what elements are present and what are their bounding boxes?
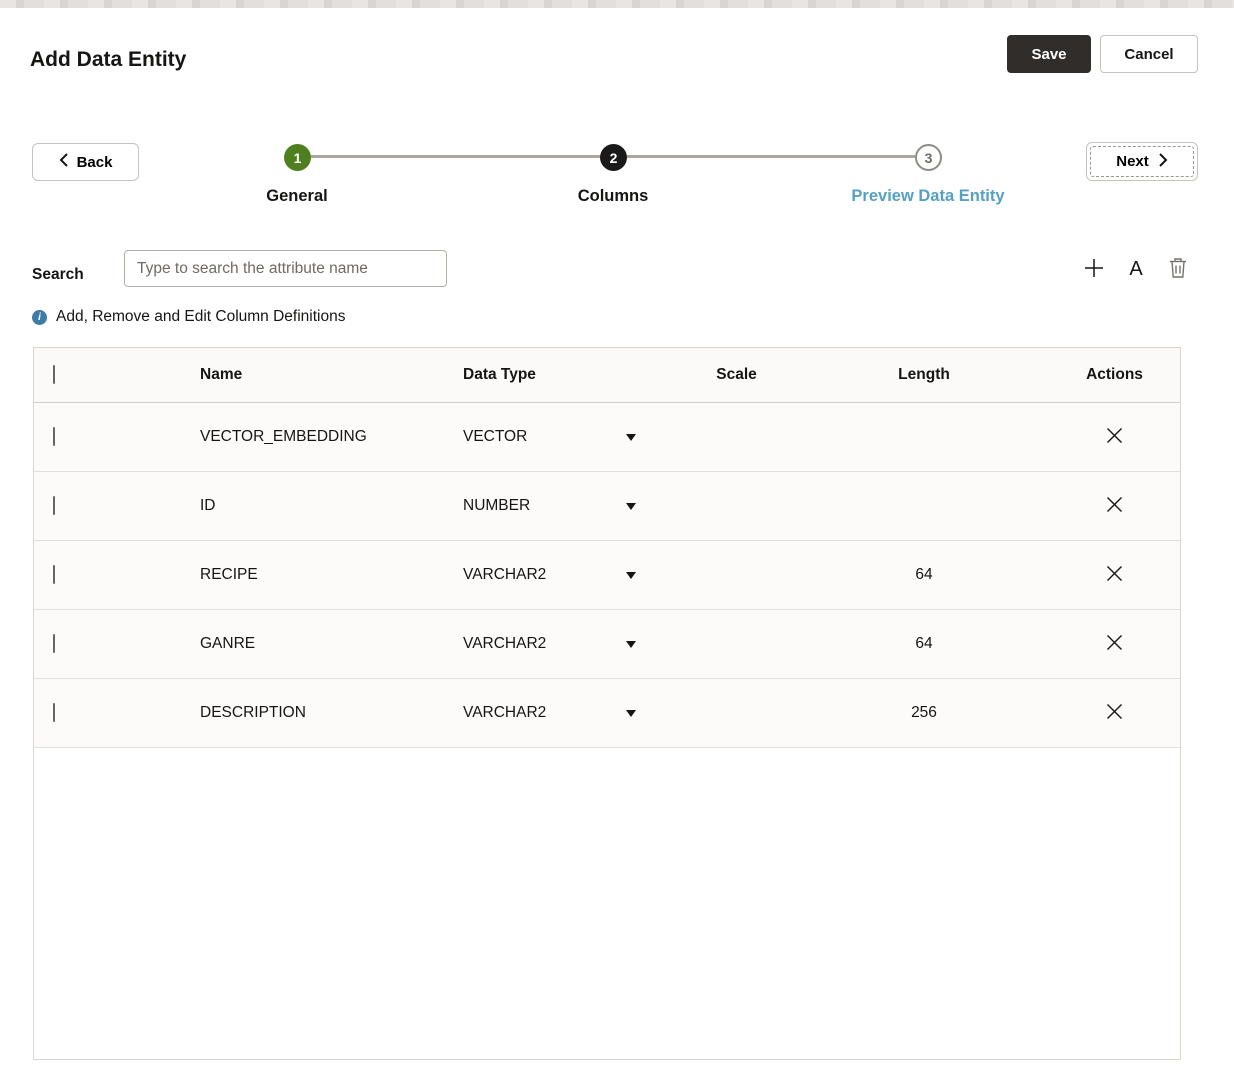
remove-row-button[interactable]: [1104, 425, 1125, 449]
length-value: 64: [915, 635, 933, 652]
trash-icon: [1168, 256, 1188, 282]
next-button[interactable]: Next: [1086, 142, 1198, 181]
chevron-down-icon: [626, 709, 636, 717]
page-title: Add Data Entity: [30, 48, 187, 71]
search-input[interactable]: [124, 250, 447, 287]
chevron-left-icon: [59, 153, 68, 171]
column-name-value: DESCRIPTION: [200, 704, 306, 721]
stepper-connector-2: [627, 155, 915, 158]
table-row: DESCRIPTION VARCHAR2 256: [34, 679, 1180, 748]
info-icon: i: [32, 309, 47, 325]
row-checkbox[interactable]: [53, 427, 55, 446]
header-data-type: Data Type: [463, 366, 536, 383]
step-general-indicator[interactable]: 1: [284, 144, 311, 171]
column-name-value: RECIPE: [200, 566, 258, 583]
data-type-select[interactable]: VECTOR: [463, 428, 674, 446]
search-label: Search: [32, 266, 84, 283]
cancel-button[interactable]: Cancel: [1100, 35, 1198, 73]
table-header-row: Name Data Type Scale Length Actions: [34, 348, 1180, 403]
data-type-select[interactable]: NUMBER: [463, 497, 674, 515]
close-icon: [1104, 563, 1125, 587]
chevron-right-icon: [1159, 152, 1168, 171]
column-name-value: ID: [200, 497, 216, 514]
data-type-value: VECTOR: [463, 428, 528, 445]
header-scale: Scale: [716, 366, 757, 383]
step-columns-label: Columns: [577, 187, 649, 205]
save-button[interactable]: Save: [1007, 35, 1091, 73]
length-value: 256: [911, 704, 937, 721]
row-checkbox[interactable]: [53, 496, 55, 515]
table-row: ID NUMBER: [34, 472, 1180, 541]
close-icon: [1104, 632, 1125, 656]
chevron-down-icon: [626, 502, 636, 510]
info-banner-text: Add, Remove and Edit Column Definitions: [56, 308, 346, 325]
remove-row-button[interactable]: [1104, 632, 1125, 656]
add-column-button[interactable]: [1080, 255, 1108, 283]
header-length: Length: [898, 366, 950, 383]
info-banner: i Add, Remove and Edit Column Definition…: [32, 308, 345, 326]
column-name-value: GANRE: [200, 635, 256, 652]
row-checkbox[interactable]: [53, 634, 55, 653]
columns-table: Name Data Type Scale Length Actions VECT…: [33, 347, 1181, 1060]
data-type-select[interactable]: VARCHAR2: [463, 704, 674, 722]
remove-row-button[interactable]: [1104, 563, 1125, 587]
remove-row-button[interactable]: [1104, 494, 1125, 518]
letter-a-icon: A: [1129, 257, 1143, 280]
table-row: RECIPE VARCHAR2 64: [34, 541, 1180, 610]
data-type-value: NUMBER: [463, 497, 531, 514]
step-general-label: General: [266, 187, 328, 205]
chevron-down-icon: [626, 571, 636, 579]
length-value: 64: [915, 566, 933, 583]
data-type-select[interactable]: VARCHAR2: [463, 635, 674, 653]
window-edge-artifact: [0, 0, 1234, 8]
select-all-checkbox[interactable]: [53, 365, 55, 384]
chevron-down-icon: [626, 433, 636, 441]
close-icon: [1104, 701, 1125, 725]
plus-icon: [1083, 257, 1105, 282]
stepper-connector-1: [311, 155, 600, 158]
row-checkbox[interactable]: [53, 565, 55, 584]
header-name: Name: [200, 366, 243, 383]
edit-attribute-button[interactable]: A: [1122, 255, 1150, 283]
back-button-label: Back: [76, 153, 113, 171]
step-preview-label[interactable]: Preview Data Entity: [851, 187, 1005, 205]
step-columns-indicator[interactable]: 2: [600, 144, 627, 171]
table-row: VECTOR_EMBEDDING VECTOR: [34, 403, 1180, 472]
chevron-down-icon: [626, 640, 636, 648]
column-name-value: VECTOR_EMBEDDING: [200, 428, 367, 445]
close-icon: [1104, 425, 1125, 449]
data-type-value: VARCHAR2: [463, 704, 547, 721]
data-type-value: VARCHAR2: [463, 566, 547, 583]
data-type-select[interactable]: VARCHAR2: [463, 566, 674, 584]
row-checkbox[interactable]: [53, 703, 55, 722]
step-preview-indicator[interactable]: 3: [915, 144, 942, 171]
data-type-value: VARCHAR2: [463, 635, 547, 652]
table-row: GANRE VARCHAR2 64: [34, 610, 1180, 679]
back-button[interactable]: Back: [32, 143, 139, 181]
close-icon: [1104, 494, 1125, 518]
delete-columns-button[interactable]: [1164, 255, 1192, 283]
header-actions: Actions: [1086, 366, 1143, 383]
remove-row-button[interactable]: [1104, 701, 1125, 725]
next-button-label: Next: [1116, 153, 1149, 170]
